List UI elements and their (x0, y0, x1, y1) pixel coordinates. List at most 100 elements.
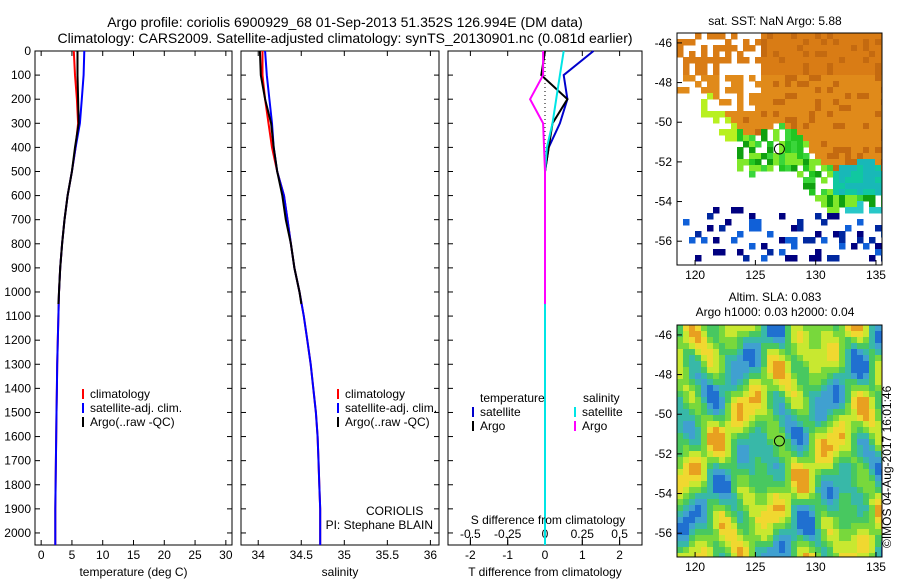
map-cell (821, 75, 828, 82)
map-cell (839, 457, 846, 464)
map-cell (701, 325, 708, 332)
map-cell (863, 331, 870, 338)
map-cell (707, 505, 714, 512)
map-cell (803, 81, 810, 88)
map-cell (839, 367, 846, 374)
map-cell (845, 355, 852, 362)
map-cell (683, 39, 690, 46)
map-cell (767, 165, 774, 172)
series-line (258, 50, 303, 305)
map-cell (749, 547, 756, 554)
map-cell (857, 105, 864, 112)
map-cell (713, 385, 720, 392)
map-cell (725, 451, 732, 458)
map-cell (869, 439, 876, 446)
map-cell (869, 337, 876, 344)
map-cell (785, 547, 792, 554)
map-cell (851, 415, 858, 422)
map-cell (815, 117, 822, 124)
map-cell (863, 123, 870, 130)
map-cell (839, 177, 846, 184)
map-cell (731, 379, 738, 386)
map-cell (719, 421, 726, 428)
map-cell (767, 397, 774, 404)
map-cell (725, 397, 732, 404)
map-cell (719, 225, 726, 232)
map-cell (839, 553, 846, 558)
map-cell (767, 45, 774, 52)
map-cell (785, 331, 792, 338)
map-cell (701, 403, 708, 410)
map-cell (785, 427, 792, 434)
map-cell (785, 511, 792, 518)
map-cell (773, 385, 780, 392)
map-cell (737, 123, 744, 130)
map-cell (827, 481, 834, 488)
map-cell (683, 511, 690, 518)
map-cell (839, 511, 846, 518)
legend-label: satellite-adj. clim. (345, 401, 437, 415)
map-cell (701, 553, 708, 558)
map-cell (863, 135, 870, 142)
map-cell (683, 457, 690, 464)
map-cell (749, 475, 756, 482)
map-cell (875, 511, 882, 518)
map-cell (821, 379, 828, 386)
map-cell (851, 457, 858, 464)
map-cell (689, 517, 696, 524)
map-cell (701, 45, 708, 52)
map-cell (797, 469, 804, 476)
map-cell (767, 541, 774, 548)
map-cell (797, 105, 804, 112)
map-cell (791, 331, 798, 338)
map-cell (737, 367, 744, 374)
map-cell (863, 535, 870, 542)
map-cell (833, 373, 840, 380)
map-cell (683, 529, 690, 536)
map-cell (695, 487, 702, 494)
map-cell (845, 535, 852, 542)
map-cell (749, 99, 756, 106)
map-cell (797, 135, 804, 142)
map-cell (731, 355, 738, 362)
map-cell (875, 63, 882, 70)
map-cell (761, 511, 768, 518)
map-cell (695, 541, 702, 548)
map-cell (833, 439, 840, 446)
map-cell (767, 433, 774, 440)
map-cell (851, 153, 858, 160)
map-cell (755, 123, 762, 130)
map-cell (845, 493, 852, 500)
map-cell (755, 39, 762, 46)
map-cell (803, 135, 810, 142)
map-cell (797, 457, 804, 464)
map-cell (845, 541, 852, 548)
map-cell (827, 511, 834, 518)
map-cell (827, 141, 834, 148)
map-cell (839, 355, 846, 362)
map-cell (869, 93, 876, 100)
map-cell (827, 373, 834, 380)
map-cell (719, 355, 726, 362)
map-cell (875, 33, 882, 40)
map-cell (695, 463, 702, 470)
map-cell (833, 457, 840, 464)
map-cell (767, 385, 774, 392)
map-cell (785, 403, 792, 410)
map-cell (773, 481, 780, 488)
map-cell (869, 547, 876, 554)
map-cell (689, 397, 696, 404)
map-cell (809, 69, 816, 76)
map-cell (749, 93, 756, 100)
map-cell (791, 487, 798, 494)
map-cell (857, 219, 864, 226)
map-cell (779, 427, 786, 434)
map-cell (743, 379, 750, 386)
map-cell (779, 523, 786, 530)
map-cell (791, 529, 798, 536)
map-cell (845, 343, 852, 350)
map-cell (869, 421, 876, 428)
map-cell (845, 367, 852, 374)
map-cell (833, 63, 840, 70)
map-cell (791, 505, 798, 512)
